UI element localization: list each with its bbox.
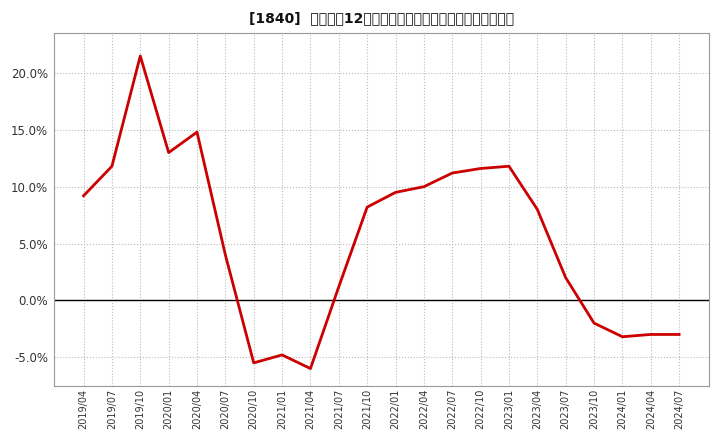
Title: [1840]  売上高の12か月移動合計の対前年同期増減率の推移: [1840] 売上高の12か月移動合計の対前年同期増減率の推移 [249,11,514,25]
